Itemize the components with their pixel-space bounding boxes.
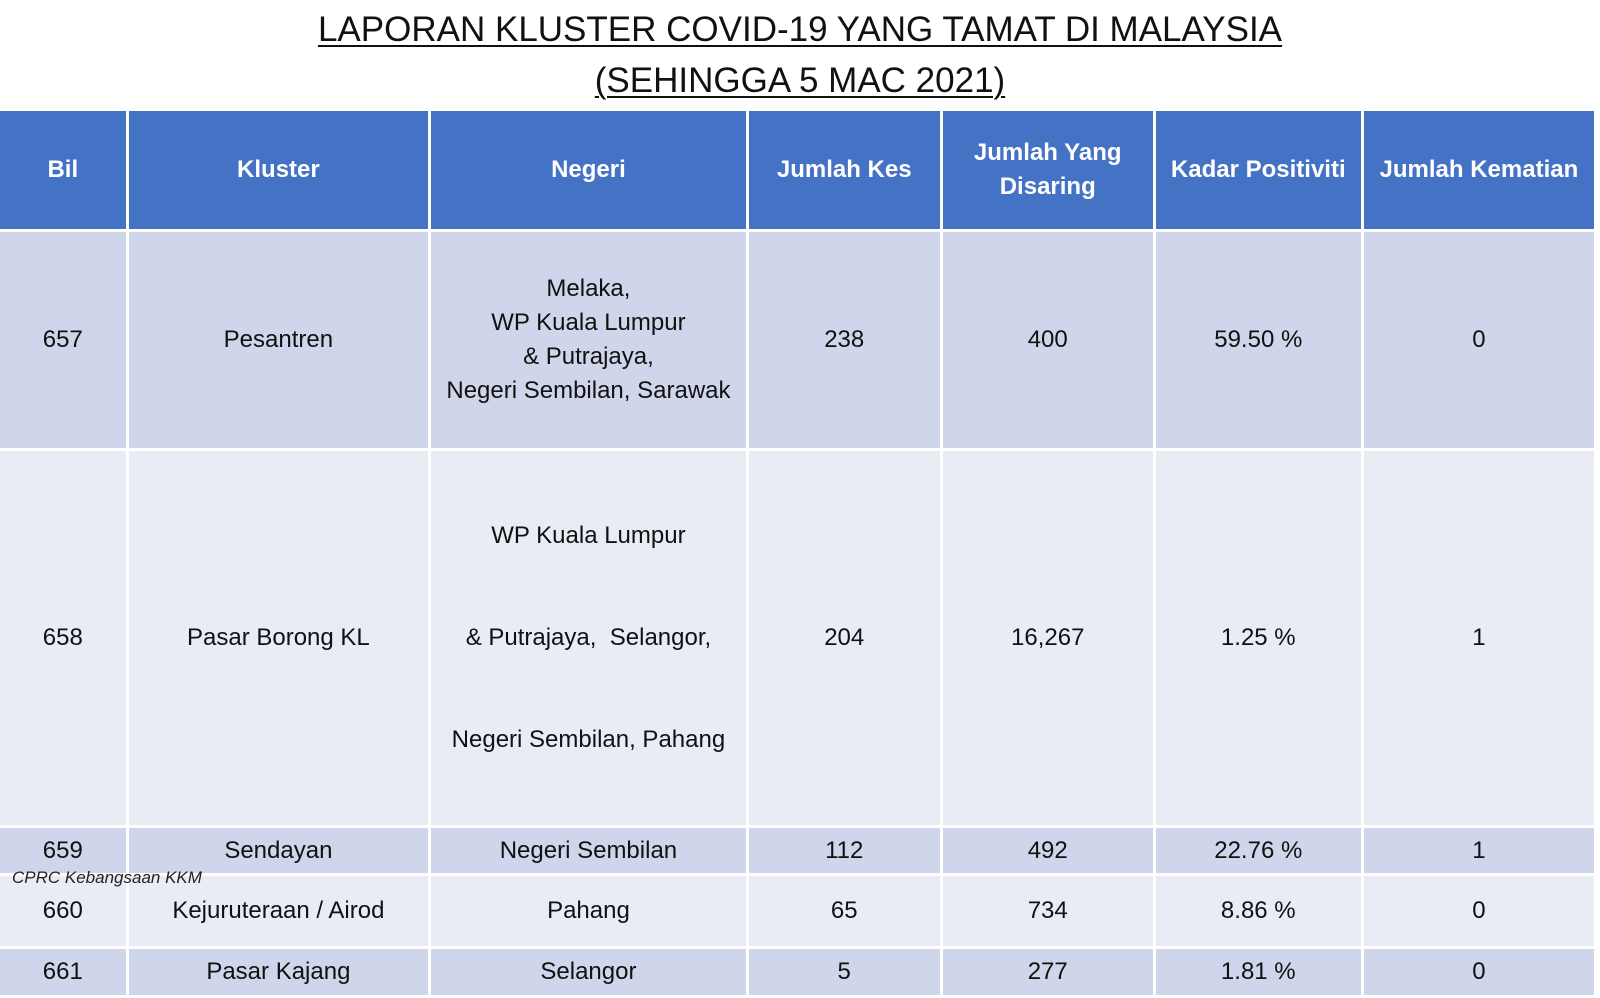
cell-disaring: 492: [942, 828, 1153, 873]
table-row: 659 Sendayan Negeri Sembilan 112 492 22.…: [0, 828, 1594, 873]
header-jumlah-kes: Jumlah Kes: [748, 111, 940, 229]
cell-kluster: Pasar Borong KL: [128, 451, 429, 825]
title-line-2: (SEHINGGA 5 MAC 2021): [594, 61, 1006, 100]
title-line-1: LAPORAN KLUSTER COVID-19 YANG TAMAT DI M…: [317, 10, 1283, 49]
negeri-line: WP Kuala Lumpur: [491, 309, 686, 336]
cell-kematian: 0: [1363, 949, 1594, 995]
cell-jumlah-kes: 65: [748, 876, 940, 946]
header-negeri: Negeri: [431, 111, 746, 229]
cell-bil: 661: [0, 949, 126, 995]
negeri-line: Selangor: [540, 958, 637, 985]
cell-positiviti: 8.86 %: [1155, 876, 1361, 946]
cell-negeri: Negeri Sembilan: [431, 828, 746, 873]
negeri-line: & Putrajaya, Selangor,: [465, 624, 712, 651]
header-jumlah-kematian: Jumlah Kematian: [1363, 111, 1594, 229]
cell-kematian: 0: [1363, 876, 1594, 946]
header-jumlah-disaring: Jumlah Yang Disaring: [942, 111, 1153, 229]
cell-positiviti: 1.81 %: [1155, 949, 1361, 995]
cell-bil: 658: [0, 451, 126, 825]
cell-disaring: 16,267: [942, 451, 1153, 825]
table-row: 658 Pasar Borong KL WP Kuala Lumpur & Pu…: [0, 451, 1594, 825]
header-jumlah-disaring-label: Jumlah Yang Disaring: [973, 139, 1122, 200]
cell-jumlah-kes: 204: [748, 451, 940, 825]
header-bil: Bil: [0, 111, 126, 229]
cell-jumlah-kes: 5: [748, 949, 940, 995]
cell-kematian: 1: [1363, 451, 1594, 825]
negeri-line: Melaka,: [546, 275, 631, 302]
table-row: 657 Pesantren Melaka, WP Kuala Lumpur & …: [0, 232, 1594, 448]
table-row: 661 Pasar Kajang Selangor 5 277 1.81 % 0: [0, 949, 1594, 995]
cell-kluster: Pesantren: [128, 232, 429, 448]
negeri-line: Pahang: [547, 897, 630, 924]
header-row: Bil Kluster Negeri Jumlah Kes Jumlah Yan…: [0, 111, 1594, 229]
cell-jumlah-kes: 238: [748, 232, 940, 448]
negeri-line: Negeri Sembilan, Sarawak: [446, 377, 731, 404]
cell-bil: 659: [0, 828, 126, 873]
cell-disaring: 400: [942, 232, 1153, 448]
cell-kluster: Pasar Kajang: [128, 949, 429, 995]
cell-disaring: 734: [942, 876, 1153, 946]
cluster-table: Bil Kluster Negeri Jumlah Kes Jumlah Yan…: [0, 108, 1597, 998]
cell-negeri: Melaka, WP Kuala Lumpur & Putrajaya, Neg…: [431, 232, 746, 448]
cell-positiviti: 1.25 %: [1155, 451, 1361, 825]
cell-negeri: Selangor: [431, 949, 746, 995]
negeri-line: Negeri Sembilan, Pahang: [451, 726, 726, 753]
cell-kematian: 1: [1363, 828, 1594, 873]
header-kadar-positiviti: Kadar Positiviti: [1155, 111, 1361, 229]
negeri-line: & Putrajaya,: [523, 343, 654, 370]
cell-positiviti: 59.50 %: [1155, 232, 1361, 448]
cell-disaring: 277: [942, 949, 1153, 995]
cell-jumlah-kes: 112: [748, 828, 940, 873]
negeri-line: WP Kuala Lumpur: [491, 522, 686, 549]
cell-bil: 657: [0, 232, 126, 448]
negeri-line: Negeri Sembilan: [499, 836, 678, 864]
cell-kematian: 0: [1363, 232, 1594, 448]
header-kluster: Kluster: [128, 111, 429, 229]
cell-positiviti: 22.76 %: [1155, 828, 1361, 873]
table-row: 660 Kejuruteraan / Airod Pahang 65 734 8…: [0, 876, 1594, 946]
cell-kluster: Sendayan: [128, 828, 429, 873]
source-footnote: CPRC Kebangsaan KKM: [12, 868, 202, 887]
cell-negeri: WP Kuala Lumpur & Putrajaya, Selangor, N…: [431, 451, 746, 825]
cell-negeri: Pahang: [431, 876, 746, 946]
report-title: LAPORAN KLUSTER COVID-19 YANG TAMAT DI M…: [0, 8, 1600, 110]
